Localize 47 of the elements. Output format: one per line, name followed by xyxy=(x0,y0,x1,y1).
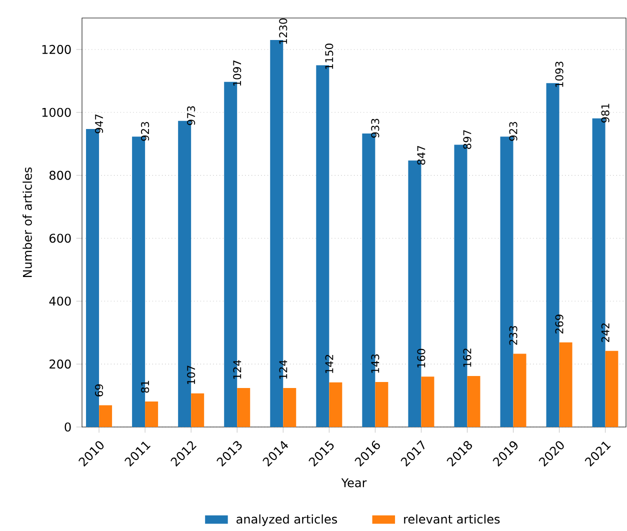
data-label: 981 xyxy=(601,104,610,123)
data-label: 973 xyxy=(187,106,196,126)
y-tick-label: 200 xyxy=(50,360,71,369)
data-label: 269 xyxy=(555,314,564,334)
data-label: 142 xyxy=(325,355,334,374)
data-label: 233 xyxy=(509,326,518,345)
bar xyxy=(237,388,250,428)
y-tick-label: 400 xyxy=(49,296,71,306)
data-label: 124 xyxy=(233,360,242,379)
data-label: 1150 xyxy=(325,44,334,70)
y-tick-label: 0 xyxy=(64,422,71,432)
bar xyxy=(99,405,112,428)
bar xyxy=(191,393,204,428)
data-label: 1093 xyxy=(555,62,564,87)
x-axis-title: Year xyxy=(341,478,367,488)
data-label: 81 xyxy=(141,380,150,393)
data-label: 847 xyxy=(417,146,426,165)
bar xyxy=(559,342,572,428)
y-tick-label: 1200 xyxy=(42,45,71,54)
data-label: 143 xyxy=(371,354,380,373)
data-label: 923 xyxy=(141,122,150,141)
bar xyxy=(283,388,296,428)
data-label: 69 xyxy=(94,384,104,397)
data-label: 933 xyxy=(371,118,380,138)
data-label: 160 xyxy=(417,348,426,368)
bar xyxy=(145,402,158,428)
data-label: 107 xyxy=(187,366,196,384)
y-tick-label: 600 xyxy=(50,234,71,243)
data-label: 947 xyxy=(94,114,104,134)
bar xyxy=(329,382,342,428)
y-tick-label: 800 xyxy=(50,170,71,180)
bar xyxy=(421,376,434,428)
data-label: 124 xyxy=(279,360,288,379)
data-label: 1230 xyxy=(279,18,288,44)
data-label: 923 xyxy=(509,122,518,141)
data-label: 242 xyxy=(601,324,610,342)
bar xyxy=(513,354,526,428)
data-label: 1097 xyxy=(233,60,242,86)
y-tick-label: 1000 xyxy=(42,108,71,117)
y-axis-title: Number of articles xyxy=(22,168,32,278)
bar xyxy=(375,382,388,428)
legend-label: relevant articles xyxy=(404,514,500,524)
data-label: 897 xyxy=(463,130,472,150)
bar xyxy=(467,376,480,428)
legend-label: analyzed articles xyxy=(236,514,338,526)
bar xyxy=(605,350,618,428)
data-label: 162 xyxy=(463,348,472,367)
